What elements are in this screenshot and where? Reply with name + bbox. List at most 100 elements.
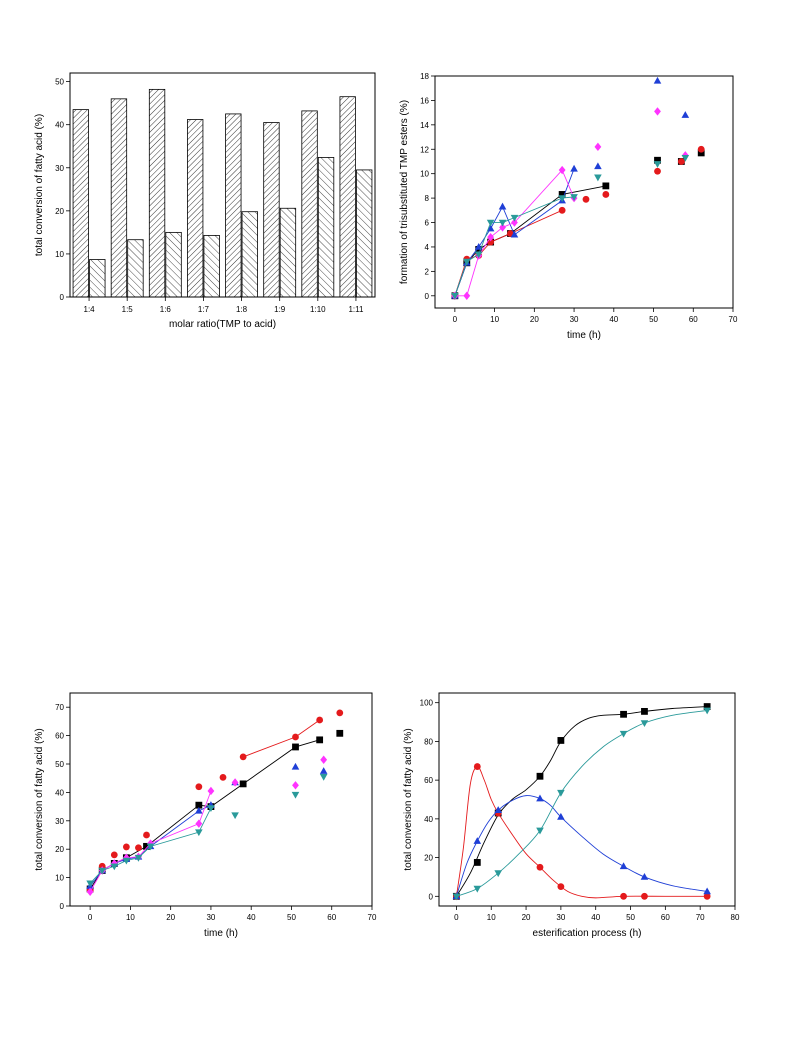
data-point — [536, 794, 544, 802]
x-tick-label: 1:10 — [310, 305, 326, 314]
x-tick-label: 1:11 — [348, 305, 364, 314]
data-point — [558, 195, 566, 203]
x-tick-label: 30 — [206, 913, 215, 922]
data-point — [498, 202, 507, 210]
data-point — [292, 733, 299, 741]
data-point — [654, 107, 661, 116]
series-curve — [456, 706, 708, 897]
x-axis-label: time (h) — [567, 330, 601, 340]
plot-area — [86, 709, 344, 896]
series-line — [242, 719, 320, 758]
bar — [279, 207, 297, 298]
data-point — [452, 893, 461, 901]
data-point — [239, 780, 247, 788]
plot-frame — [69, 692, 373, 907]
data-point — [594, 142, 602, 152]
series-line — [454, 169, 575, 297]
data-point — [498, 219, 507, 227]
data-point — [134, 854, 143, 862]
y-tick-label: 0 — [60, 293, 65, 302]
data-point — [558, 191, 566, 198]
bar — [110, 98, 128, 298]
bars — [72, 88, 373, 298]
y-tick-label: 18 — [420, 72, 429, 81]
data-point — [451, 292, 459, 300]
data-point — [536, 863, 544, 871]
y-tick-label: 50 — [55, 760, 64, 769]
data-point — [486, 224, 495, 232]
data-point — [86, 880, 94, 888]
x-tick-label: 60 — [661, 913, 670, 922]
bar — [301, 110, 318, 298]
data-point — [557, 883, 565, 891]
y-tick-label: 30 — [55, 164, 64, 173]
data-point — [570, 164, 578, 172]
data-point — [654, 167, 661, 175]
y-tick-label: 30 — [55, 817, 64, 826]
data-point — [602, 182, 610, 190]
data-point — [110, 851, 118, 859]
data-point — [316, 716, 324, 724]
x-axis-label: time (h) — [204, 928, 238, 939]
data-point — [570, 194, 578, 201]
series-circle — [86, 709, 344, 894]
series-triangle — [86, 762, 328, 889]
data-point — [494, 806, 502, 813]
bar — [72, 109, 89, 298]
data-point — [653, 76, 662, 84]
data-point — [292, 743, 299, 751]
data-point — [557, 812, 565, 820]
chart-tmp-ester-formation: 0 2 4 6 8 10 12 14 16 18 formation of trisubstitut… — [399, 72, 738, 340]
y-tick-label: 8 — [425, 194, 430, 203]
data-point — [143, 842, 150, 850]
plot-area — [452, 703, 711, 901]
data-point — [620, 892, 627, 900]
data-point — [207, 805, 215, 813]
series-curve — [455, 795, 708, 897]
data-point — [319, 767, 328, 774]
data-point — [473, 885, 482, 893]
y-tick-label: 4 — [425, 243, 430, 252]
data-point — [239, 753, 247, 761]
x-tick-label: 1:8 — [236, 305, 248, 314]
bar — [263, 122, 280, 298]
y-tick-label: 0 — [429, 892, 434, 901]
data-point — [510, 214, 519, 222]
data-point — [640, 872, 649, 880]
data-point — [473, 837, 482, 844]
series-triangle-down — [452, 707, 711, 901]
x-tick-label: 10 — [126, 913, 135, 922]
bar — [165, 231, 182, 298]
data-point — [319, 773, 328, 781]
series-curve — [456, 709, 708, 897]
bar — [187, 119, 204, 298]
data-point — [641, 707, 648, 715]
data-point — [594, 174, 602, 182]
data-point — [640, 720, 649, 728]
data-point — [557, 737, 565, 744]
data-point — [558, 206, 566, 214]
plot-frame — [434, 75, 734, 309]
data-point — [653, 161, 662, 168]
data-point — [316, 736, 324, 744]
data-point — [462, 258, 471, 266]
x-tick-label: 40 — [591, 913, 600, 922]
data-point — [291, 791, 300, 799]
data-point — [536, 772, 544, 780]
data-point — [654, 156, 661, 164]
x-tick-label: 50 — [649, 315, 658, 324]
x-tick-label: 1:4 — [84, 305, 96, 314]
x-tick-label: 20 — [522, 913, 531, 922]
y-axis-label: total conversion of fatty acid (%) — [34, 114, 45, 256]
data-point — [681, 155, 690, 162]
series-line — [89, 739, 320, 890]
data-point — [473, 859, 481, 866]
plot-frame — [438, 692, 736, 907]
y-tick-label: 14 — [420, 121, 429, 130]
data-point — [487, 232, 495, 242]
x-tick-label: 40 — [247, 913, 256, 922]
x-tick-label: 0 — [454, 913, 459, 922]
y-tick-label: 40 — [55, 788, 64, 797]
chart-conversion-vs-molar-ratio: 0 10 20 30 40 50 total conversion of fatty aci… — [34, 72, 376, 330]
